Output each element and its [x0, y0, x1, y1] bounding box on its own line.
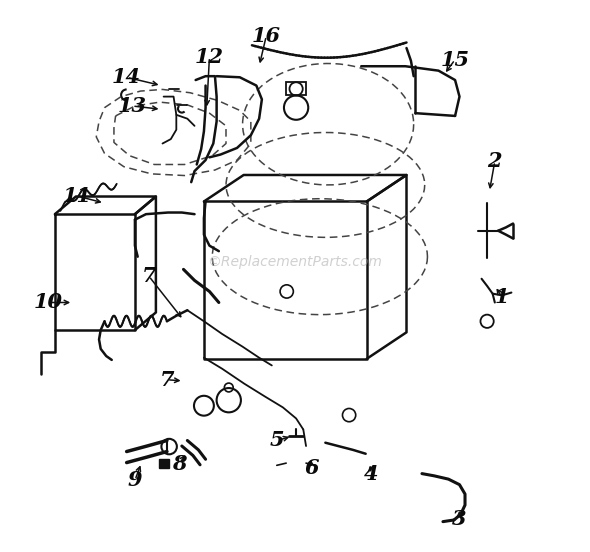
- Text: 13: 13: [117, 96, 147, 116]
- Bar: [286, 82, 306, 95]
- Text: 4: 4: [364, 464, 378, 484]
- Text: 10: 10: [33, 293, 62, 312]
- Text: 8: 8: [172, 454, 186, 474]
- Text: 15: 15: [441, 50, 470, 70]
- Text: 2: 2: [487, 151, 502, 171]
- Text: 16: 16: [252, 26, 281, 46]
- Text: 6: 6: [304, 458, 319, 478]
- Text: 7: 7: [160, 370, 174, 390]
- Text: 11: 11: [63, 186, 91, 206]
- Text: 9: 9: [127, 470, 142, 490]
- Text: 14: 14: [112, 67, 141, 87]
- Text: 5: 5: [270, 431, 284, 450]
- Text: 12: 12: [195, 47, 224, 67]
- Text: ©ReplacementParts.com: ©ReplacementParts.com: [208, 255, 382, 269]
- Text: 1: 1: [495, 287, 509, 307]
- Text: 3: 3: [453, 509, 467, 529]
- Text: 7: 7: [142, 266, 156, 286]
- Bar: [159, 459, 169, 468]
